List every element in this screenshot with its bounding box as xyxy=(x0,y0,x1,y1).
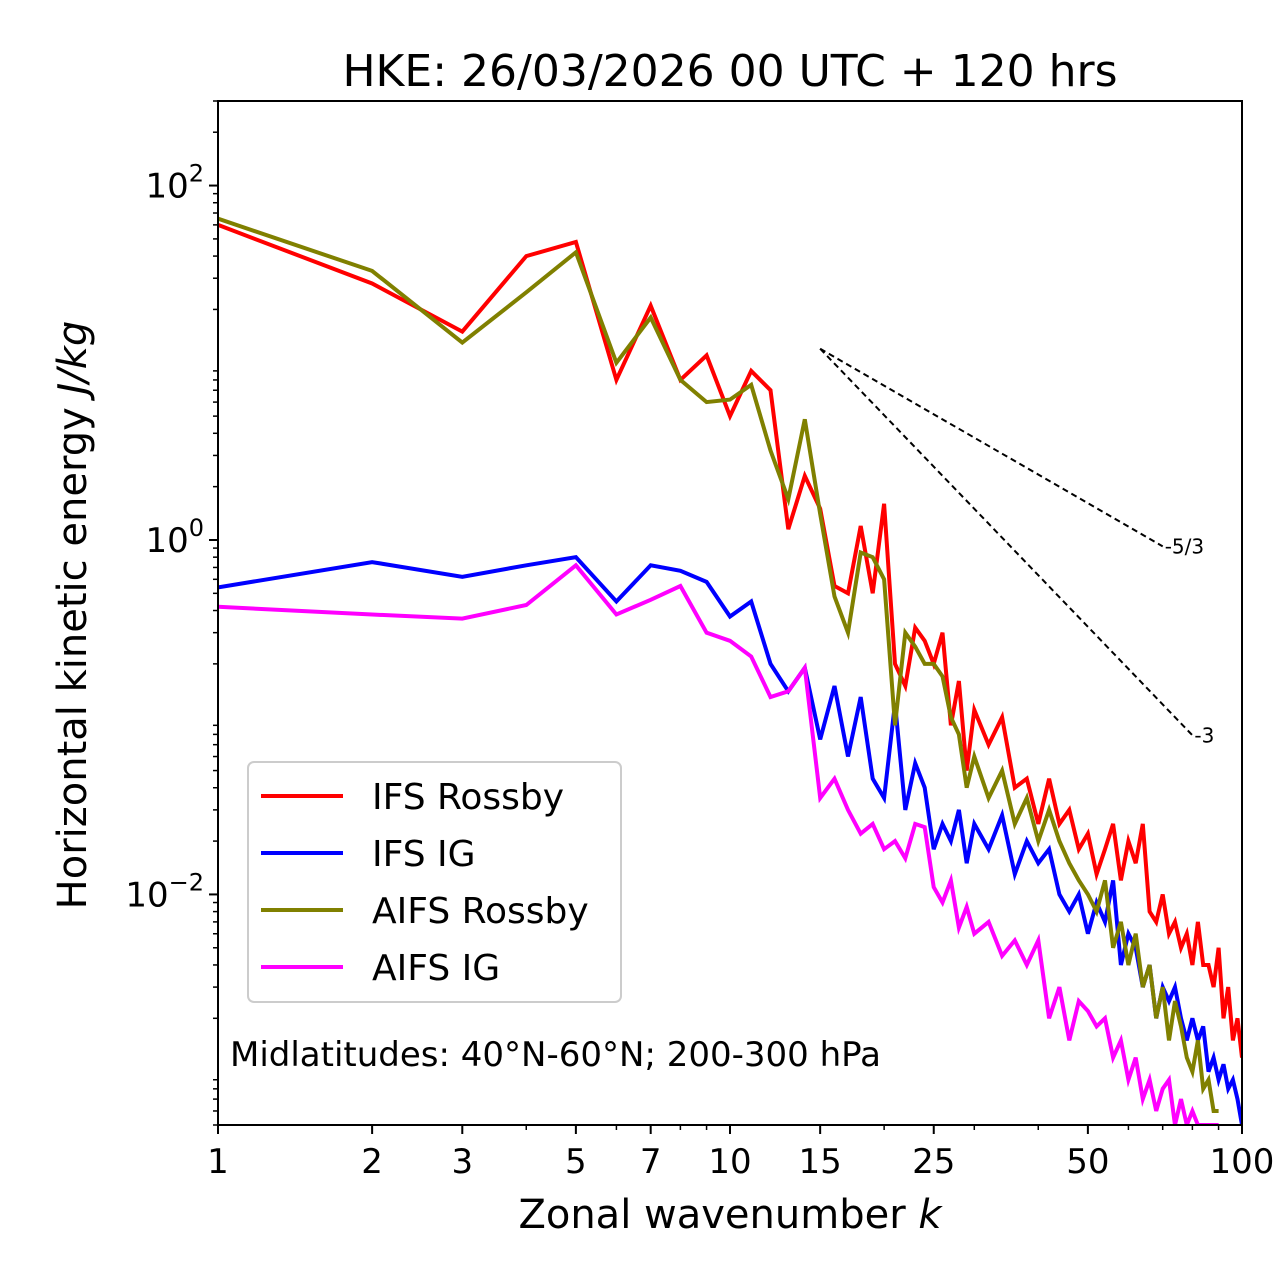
slope-line xyxy=(819,347,1164,548)
legend-label: AIFS IG xyxy=(372,948,500,989)
y-axis-label: Horizontal kinetic energy J/kg xyxy=(50,321,96,910)
series-group xyxy=(218,216,1242,1125)
slope-label: -3 xyxy=(1194,723,1214,747)
legend-frame xyxy=(247,761,622,1003)
y-tick-labels: 10−2 100 102 xyxy=(125,160,204,916)
plot-frame xyxy=(217,100,1243,1126)
x-axis-label: Zonal wavenumber k xyxy=(518,1192,943,1238)
y-tick-label: 102 xyxy=(145,160,204,207)
legend-label: IFS Rossby xyxy=(372,777,564,818)
x-tick-labels: 1 2 3 5 7 10 15 25 50 100 xyxy=(207,1142,1274,1182)
reference-line: -5/3 xyxy=(819,347,1204,558)
x-tick-label: 1 xyxy=(207,1142,229,1182)
series-ifs-ig xyxy=(218,555,1242,1125)
x-tick-label: 50 xyxy=(1066,1142,1109,1182)
slope-line xyxy=(819,348,1194,736)
x-tick-label: 3 xyxy=(451,1142,473,1182)
series-aifs-ig xyxy=(218,562,1219,1125)
x-tick-label: 25 xyxy=(912,1142,955,1182)
legend-entry: IFS Rossby xyxy=(261,777,564,818)
x-tick-label: 100 xyxy=(1210,1142,1275,1182)
slope-label: -5/3 xyxy=(1165,534,1204,558)
region-annotation: Midlatitudes: 40°N-60°N; 200-300 hPa xyxy=(230,1035,881,1075)
legend-label: IFS IG xyxy=(372,834,476,875)
x-tick-label: 15 xyxy=(799,1142,842,1182)
legend: IFS Rossby IFS IG AIFS Rossby AIFS IG xyxy=(247,761,622,1003)
x-tick-label: 10 xyxy=(708,1142,751,1182)
chart-title: HKE: 26/03/2026 00 UTC + 120 hrs xyxy=(342,46,1117,97)
legend-entry: AIFS IG xyxy=(261,948,500,989)
reference-lines: -5/3 -3 xyxy=(819,347,1214,747)
x-tick-label: 2 xyxy=(361,1142,383,1182)
series-aifs-rossby xyxy=(218,216,1219,1113)
y-tick-label: 100 xyxy=(145,514,204,561)
y-tick-label: 10−2 xyxy=(125,868,204,915)
legend-entry: IFS IG xyxy=(261,834,476,875)
legend-label: AIFS Rossby xyxy=(372,891,589,932)
reference-line: -3 xyxy=(819,348,1214,747)
series-ifs-rossby xyxy=(218,223,1242,1058)
x-tick-label: 7 xyxy=(640,1142,662,1182)
x-tick-label: 5 xyxy=(565,1142,587,1182)
major-ticks xyxy=(209,184,1243,1134)
legend-entry: AIFS Rossby xyxy=(261,891,589,932)
